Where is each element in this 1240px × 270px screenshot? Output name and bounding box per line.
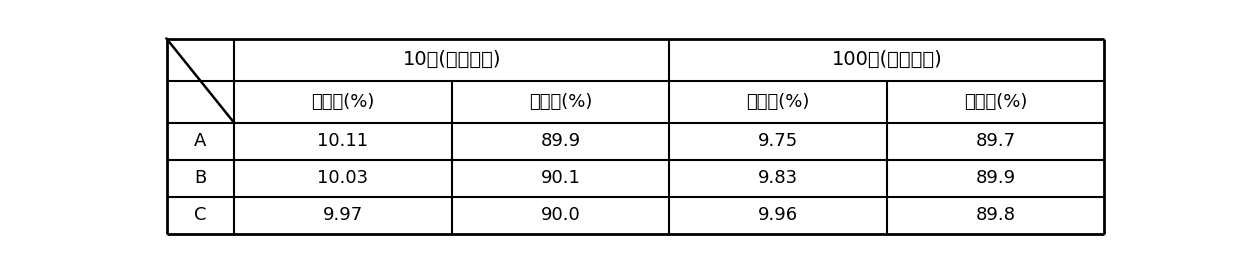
Text: 10天(评价实验): 10天(评价实验) — [403, 50, 501, 69]
Text: 90.1: 90.1 — [541, 169, 580, 187]
Text: 89.7: 89.7 — [976, 132, 1016, 150]
Text: 100天(评价实验): 100天(评价实验) — [832, 50, 942, 69]
Text: 转化率(%): 转化率(%) — [311, 93, 374, 111]
Text: 90.0: 90.0 — [541, 207, 580, 224]
Text: 10.11: 10.11 — [317, 132, 368, 150]
Text: 转化率(%): 转化率(%) — [746, 93, 810, 111]
Text: A: A — [195, 132, 207, 150]
Text: 9.75: 9.75 — [758, 132, 799, 150]
Text: 89.8: 89.8 — [976, 207, 1016, 224]
Text: 9.97: 9.97 — [322, 207, 363, 224]
Text: 9.96: 9.96 — [758, 207, 799, 224]
Text: C: C — [193, 207, 207, 224]
Text: 10.03: 10.03 — [317, 169, 368, 187]
Text: B: B — [195, 169, 206, 187]
Text: 选择性(%): 选择性(%) — [963, 93, 1028, 111]
Text: 89.9: 89.9 — [976, 169, 1016, 187]
Text: 选择性(%): 选择性(%) — [528, 93, 593, 111]
Text: 89.9: 89.9 — [541, 132, 580, 150]
Text: 9.83: 9.83 — [758, 169, 799, 187]
